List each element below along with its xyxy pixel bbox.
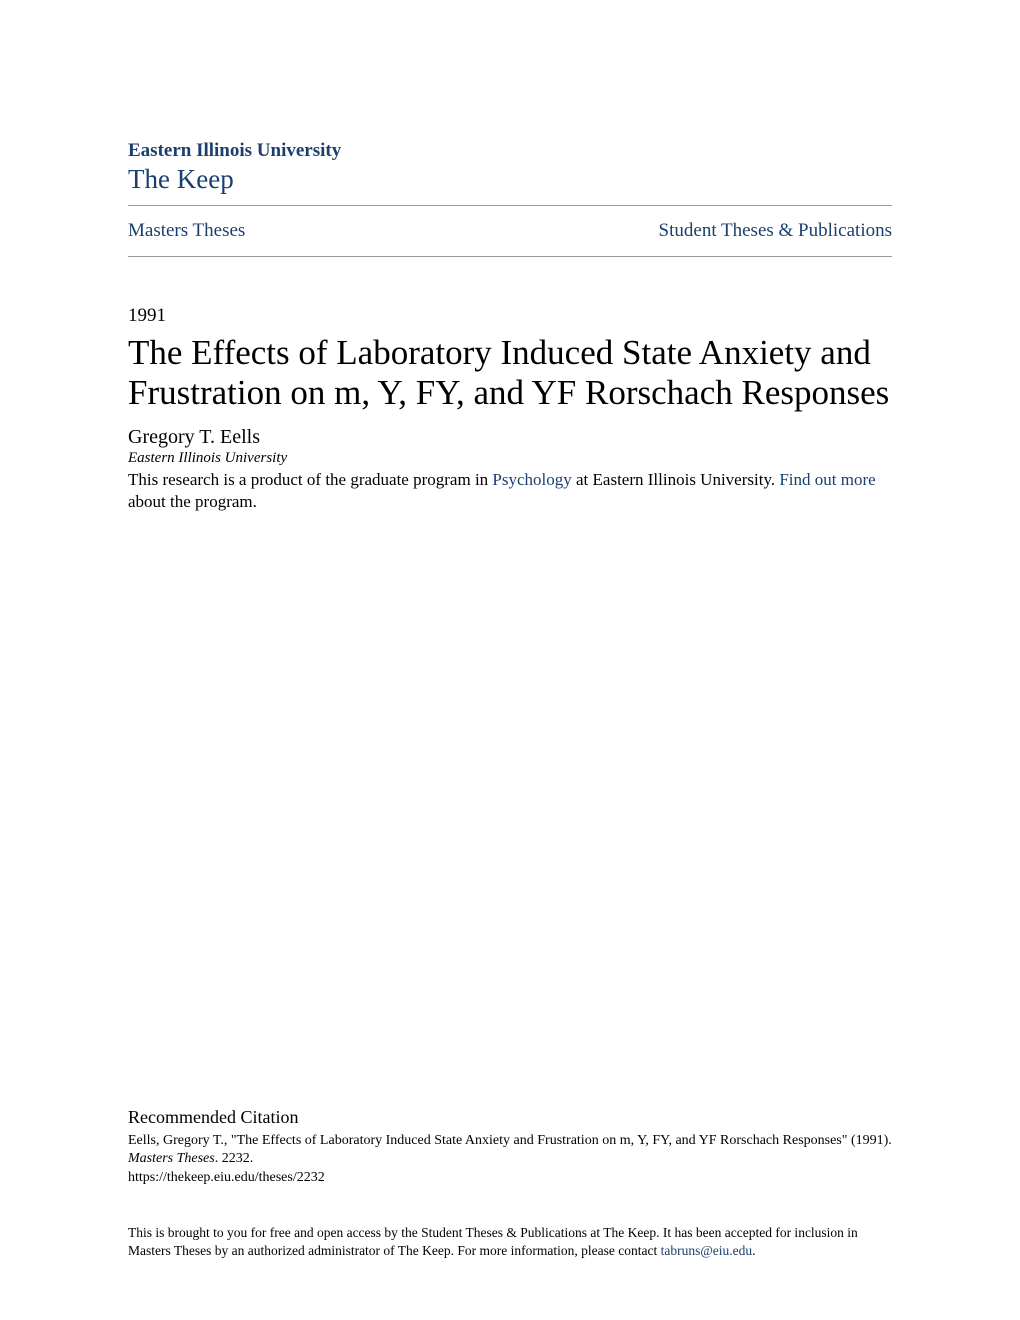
desc-suffix: about the program. xyxy=(128,492,257,511)
find-out-more-link[interactable]: Find out more xyxy=(779,470,875,489)
contact-email-link[interactable]: tabruns@eiu.edu xyxy=(661,1243,753,1258)
citation-heading: Recommended Citation xyxy=(128,1107,892,1128)
program-link[interactable]: Psychology xyxy=(492,470,571,489)
program-description: This research is a product of the gradua… xyxy=(128,469,892,513)
institution-name: Eastern Illinois University xyxy=(128,140,892,162)
divider-bottom xyxy=(128,256,892,257)
citation-line1: Eells, Gregory T., "The Effects of Labor… xyxy=(128,1133,892,1148)
citation-number: . 2232. xyxy=(215,1151,254,1166)
desc-mid: at Eastern Illinois University. xyxy=(572,470,780,489)
citation-series: Masters Theses xyxy=(128,1151,215,1166)
author-name: Gregory T. Eells xyxy=(128,426,892,449)
citation-text: Eells, Gregory T., "The Effects of Labor… xyxy=(128,1132,892,1168)
breadcrumb-nav: Masters Theses Student Theses & Publicat… xyxy=(128,206,892,256)
access-suffix: . xyxy=(752,1243,755,1258)
parent-collection-link[interactable]: Student Theses & Publications xyxy=(659,220,892,242)
access-statement: This is brought to you for free and open… xyxy=(128,1224,892,1260)
collection-link[interactable]: Masters Theses xyxy=(128,220,245,242)
publication-year: 1991 xyxy=(128,305,892,327)
author-affiliation: Eastern Illinois University xyxy=(128,450,892,467)
citation-url: https://thekeep.eiu.edu/theses/2232 xyxy=(128,1170,892,1186)
repository-name: The Keep xyxy=(128,164,892,195)
paper-title: The Effects of Laboratory Induced State … xyxy=(128,333,892,414)
desc-prefix: This research is a product of the gradua… xyxy=(128,470,492,489)
